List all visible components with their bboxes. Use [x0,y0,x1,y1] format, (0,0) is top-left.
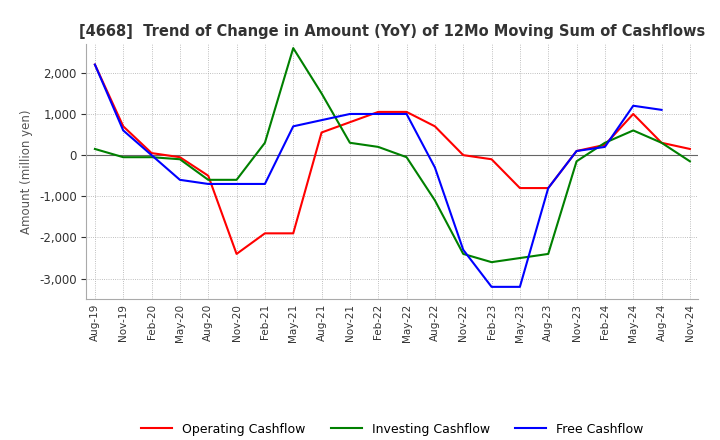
Free Cashflow [402,111,411,117]
Free Cashflow [176,177,184,183]
Free Cashflow [346,111,354,117]
Investing Cashflow [685,159,694,164]
Operating Cashflow [544,185,552,191]
Free Cashflow [516,284,524,290]
Operating Cashflow [148,150,156,156]
Operating Cashflow [459,153,467,158]
Investing Cashflow [176,157,184,162]
Line: Investing Cashflow: Investing Cashflow [95,48,690,262]
Investing Cashflow [516,255,524,260]
Investing Cashflow [431,198,439,203]
Free Cashflow [657,107,666,113]
Investing Cashflow [233,177,241,183]
Line: Free Cashflow: Free Cashflow [95,65,662,287]
Operating Cashflow [516,185,524,191]
Free Cashflow [204,181,212,187]
Investing Cashflow [261,140,269,146]
Operating Cashflow [629,111,637,117]
Investing Cashflow [148,154,156,160]
Free Cashflow [148,153,156,158]
Investing Cashflow [204,177,212,183]
Operating Cashflow [346,120,354,125]
Free Cashflow [572,148,581,154]
Investing Cashflow [289,45,297,51]
Operating Cashflow [91,62,99,67]
Y-axis label: Amount (million yen): Amount (million yen) [20,110,33,234]
Operating Cashflow [685,147,694,152]
Operating Cashflow [289,231,297,236]
Free Cashflow [233,181,241,187]
Free Cashflow [431,165,439,170]
Operating Cashflow [261,231,269,236]
Operating Cashflow [374,109,382,114]
Investing Cashflow [572,159,581,164]
Operating Cashflow [657,140,666,146]
Investing Cashflow [346,140,354,146]
Operating Cashflow [487,157,496,162]
Free Cashflow [487,284,496,290]
Investing Cashflow [600,140,609,146]
Investing Cashflow [657,140,666,146]
Investing Cashflow [119,154,127,160]
Title: [4668]  Trend of Change in Amount (YoY) of 12Mo Moving Sum of Cashflows: [4668] Trend of Change in Amount (YoY) o… [79,24,706,39]
Investing Cashflow [487,260,496,265]
Free Cashflow [629,103,637,108]
Operating Cashflow [176,154,184,160]
Investing Cashflow [459,251,467,257]
Legend: Operating Cashflow, Investing Cashflow, Free Cashflow: Operating Cashflow, Investing Cashflow, … [136,418,649,440]
Operating Cashflow [318,130,326,135]
Operating Cashflow [402,109,411,114]
Free Cashflow [459,247,467,253]
Investing Cashflow [374,144,382,150]
Operating Cashflow [119,124,127,129]
Investing Cashflow [402,154,411,160]
Investing Cashflow [544,251,552,257]
Free Cashflow [600,144,609,150]
Line: Operating Cashflow: Operating Cashflow [95,65,690,254]
Free Cashflow [91,62,99,67]
Investing Cashflow [91,147,99,152]
Free Cashflow [318,117,326,123]
Free Cashflow [289,124,297,129]
Operating Cashflow [431,124,439,129]
Investing Cashflow [318,91,326,96]
Operating Cashflow [204,173,212,178]
Free Cashflow [544,185,552,191]
Investing Cashflow [629,128,637,133]
Free Cashflow [119,128,127,133]
Operating Cashflow [600,142,609,147]
Free Cashflow [374,111,382,117]
Free Cashflow [261,181,269,187]
Operating Cashflow [233,251,241,257]
Operating Cashflow [572,148,581,154]
